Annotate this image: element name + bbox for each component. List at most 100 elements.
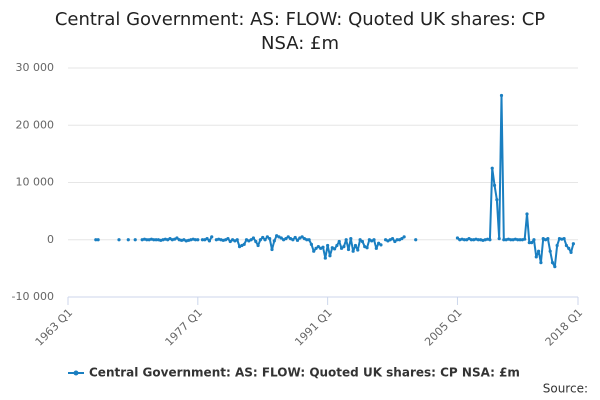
marker — [495, 198, 499, 202]
marker — [509, 238, 513, 242]
marker — [400, 237, 404, 241]
marker — [497, 237, 501, 241]
marker — [402, 235, 406, 239]
marker — [569, 250, 573, 254]
y-tick-label: 10 000 — [16, 176, 55, 189]
marker — [492, 183, 497, 187]
marker — [346, 247, 351, 252]
marker — [532, 238, 536, 242]
legend-label: Central Government: AS: FLOW: Quoted UK … — [89, 366, 520, 380]
marker — [356, 248, 360, 252]
marker — [300, 235, 304, 239]
marker — [555, 243, 559, 248]
marker — [372, 238, 376, 242]
marker — [235, 238, 239, 242]
marker — [525, 212, 529, 216]
marker — [393, 239, 397, 244]
marker — [502, 238, 506, 242]
x-tick-label: 1977 Q1 — [163, 306, 206, 349]
marker — [523, 237, 527, 241]
marker — [117, 238, 121, 242]
marker — [360, 239, 365, 244]
marker — [390, 237, 395, 241]
marker — [270, 247, 274, 252]
marker — [328, 254, 332, 258]
marker — [548, 249, 552, 253]
marker — [265, 235, 269, 239]
marker — [251, 236, 256, 240]
marker — [258, 238, 263, 242]
marker — [200, 238, 205, 242]
marker — [571, 242, 575, 246]
marker — [564, 243, 569, 248]
marker — [207, 239, 212, 243]
marker — [351, 249, 355, 253]
marker — [553, 265, 557, 269]
marker — [536, 249, 541, 253]
marker — [196, 238, 200, 242]
marker — [516, 238, 520, 242]
x-tick-label: 1963 Q1 — [33, 306, 76, 349]
marker — [205, 237, 209, 241]
y-tick-label: -10 000 — [12, 290, 54, 303]
marker — [349, 237, 353, 241]
marker — [527, 241, 531, 245]
x-tick-label: 2018 Q1 — [543, 306, 586, 349]
marker — [335, 243, 339, 248]
marker — [272, 239, 276, 243]
marker — [305, 238, 309, 242]
marker — [261, 235, 265, 240]
marker — [562, 237, 566, 241]
marker — [145, 238, 149, 242]
marker — [499, 93, 504, 98]
marker — [530, 241, 534, 245]
y-tick-label: 20 000 — [16, 118, 55, 131]
y-tick-label: 30 000 — [16, 61, 55, 74]
marker — [518, 238, 522, 242]
marker — [286, 235, 290, 239]
y-tick-label: 0 — [47, 233, 54, 246]
marker — [256, 243, 260, 248]
marker — [414, 238, 418, 242]
marker — [539, 261, 543, 265]
marker — [379, 243, 383, 247]
marker — [193, 238, 198, 242]
marker — [314, 246, 318, 250]
marker — [395, 238, 399, 242]
marker — [476, 238, 480, 242]
marker — [321, 245, 325, 249]
marker — [469, 238, 473, 242]
marker — [358, 238, 362, 242]
marker — [242, 242, 246, 246]
marker — [488, 238, 492, 242]
marker — [342, 245, 346, 249]
marker — [295, 238, 300, 242]
marker — [210, 235, 214, 239]
marker — [126, 238, 130, 242]
x-tick-label: 1991 Q1 — [292, 306, 335, 349]
marker — [490, 166, 494, 170]
chart-title: Central Government: AS: FLOW: Quoted UK … — [54, 9, 546, 54]
marker — [175, 236, 179, 240]
marker — [152, 238, 156, 242]
marker — [96, 238, 100, 242]
x-tick-label: 2005 Q1 — [422, 306, 465, 349]
marker — [291, 238, 295, 242]
marker — [365, 246, 369, 250]
marker — [94, 238, 98, 242]
marker — [154, 238, 158, 242]
marker — [455, 236, 460, 240]
marker — [307, 238, 311, 242]
marker — [344, 238, 348, 242]
legend-marker — [73, 370, 79, 376]
marker — [316, 245, 320, 249]
marker — [339, 246, 344, 250]
marker — [534, 255, 538, 259]
marker — [263, 238, 267, 242]
marker — [279, 236, 283, 240]
marker — [326, 243, 330, 248]
marker — [377, 241, 381, 245]
marker — [226, 237, 230, 241]
